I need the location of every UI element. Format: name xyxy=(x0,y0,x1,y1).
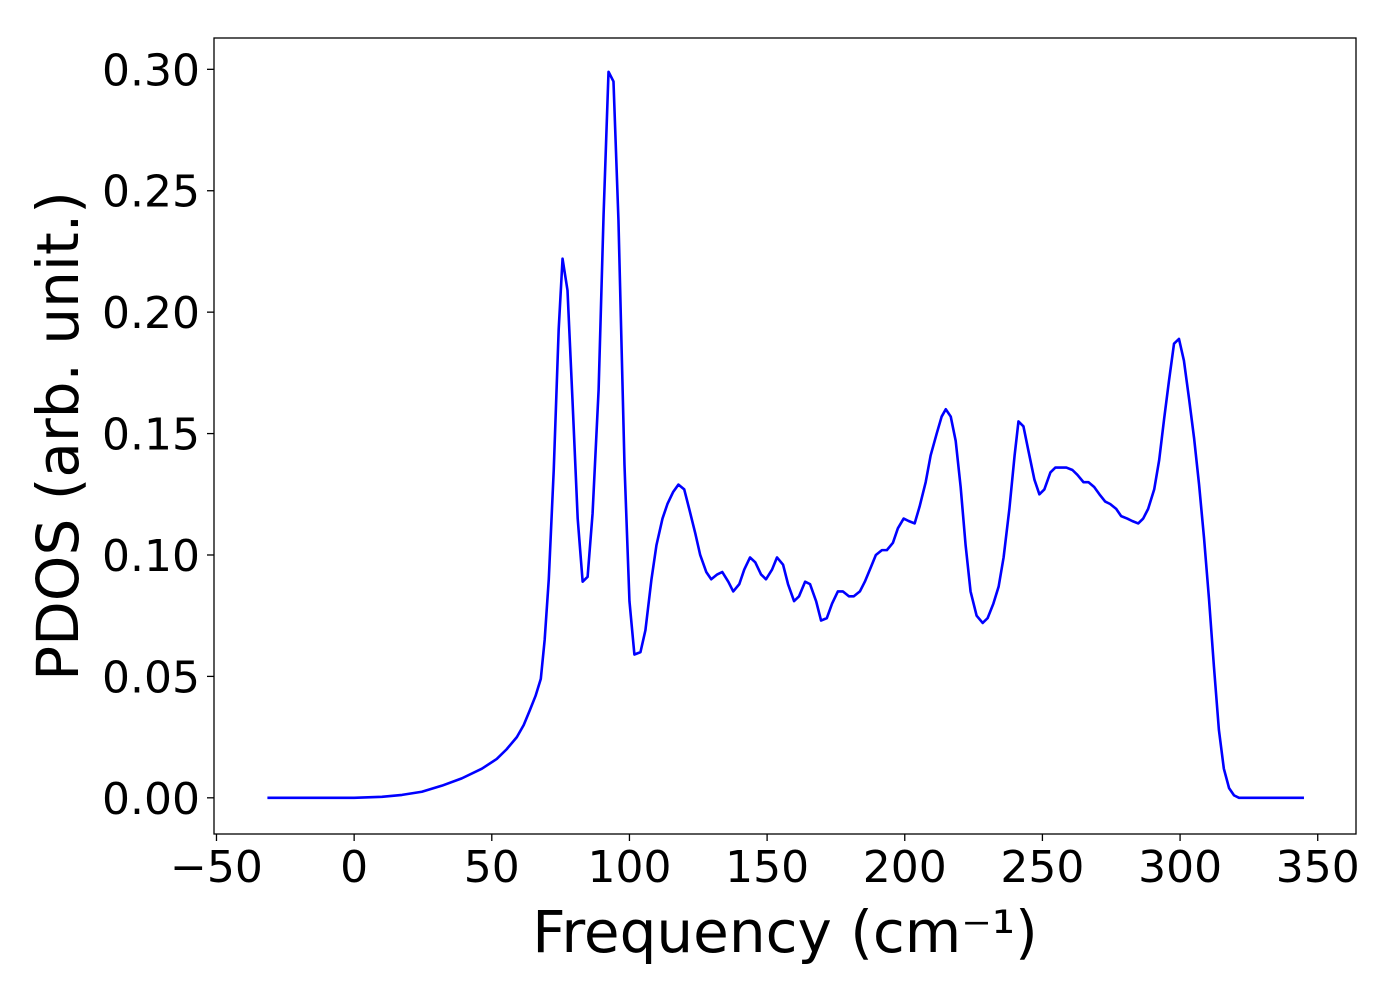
y-tick-label: 0.20 xyxy=(102,288,200,339)
x-tick-label: 0 xyxy=(340,842,368,893)
x-tick-label: 350 xyxy=(1276,842,1360,893)
y-tick-label: 0.25 xyxy=(102,167,200,218)
x-tick-label: 200 xyxy=(863,842,947,893)
y-tick-label: 0.10 xyxy=(102,531,200,582)
plot-frame xyxy=(213,37,1357,835)
x-tick-label: 150 xyxy=(725,842,809,893)
x-tick-label: 300 xyxy=(1138,842,1222,893)
x-tick-label: −50 xyxy=(170,842,263,893)
y-tick-label: 0.05 xyxy=(102,652,200,703)
y-tick-label: 0.00 xyxy=(102,774,200,825)
y-axis-label: PDOS (arb. unit.) xyxy=(24,191,92,681)
x-tick-label: 50 xyxy=(464,842,520,893)
y-tick-label: 0.15 xyxy=(102,410,200,461)
x-axis-label: Frequency (cm⁻¹) xyxy=(532,898,1038,966)
x-tick-label: 100 xyxy=(587,842,671,893)
y-tick-label: 0.30 xyxy=(102,45,200,96)
x-tick-label: 250 xyxy=(1000,842,1084,893)
line-series xyxy=(267,70,1304,800)
